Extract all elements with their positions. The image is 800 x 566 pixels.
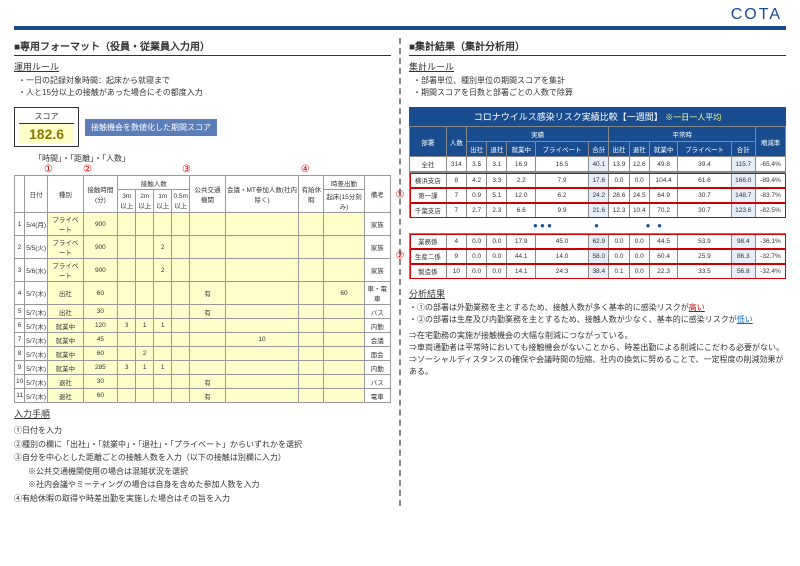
analysis: ・①の部署は外勤業務を主とするため、接触人数が多く基本的に感染リスクが高い ・②… xyxy=(409,302,786,378)
input-steps: ①日付を入力 ②種別の欄に「出社」・「就業中」・「退社」・「プライベート」からい… xyxy=(14,424,391,506)
rules: 一日の記録対象時間：起床から就寝まで人と15分以上の接触があった場合にその都度入… xyxy=(14,75,391,99)
input-table: 日付種別 接触時間(分)接触人数 公共交通機関会議・MT参加人数(社内除く) 有… xyxy=(14,175,391,403)
right-title: ■集計結果（集計分析用） xyxy=(409,38,786,56)
top-rule xyxy=(14,26,786,30)
input-steps-title: 入力手順 xyxy=(14,407,391,420)
comparison-title: コロナウイルス感染リスク実績比較【一週間】 ※一日一人平均 xyxy=(409,107,786,126)
comparison-table: 部署人数 実績平常時 増減率 出社退社就業中プライベート合計出社退社就業中プライ… xyxy=(409,126,786,279)
score-arrow-label: 接触機会を数値化した期間スコア xyxy=(85,119,217,136)
logo: COTA xyxy=(731,6,782,24)
divider xyxy=(399,38,401,506)
rule-title: 運用ルール xyxy=(14,60,391,73)
tdp: 「時間」・「距離」・「人数」 xyxy=(34,153,391,164)
left-title: ■専用フォーマット（役員・従業員入力用） xyxy=(14,38,391,56)
right-column: ■集計結果（集計分析用） 集計ルール 部署単位、種別単位の期間スコアを集計期間ス… xyxy=(409,38,786,506)
left-column: ■専用フォーマット（役員・従業員入力用） 運用ルール 一日の記録対象時間：起床か… xyxy=(14,38,391,506)
score-box: スコア 182.6 xyxy=(14,107,79,147)
